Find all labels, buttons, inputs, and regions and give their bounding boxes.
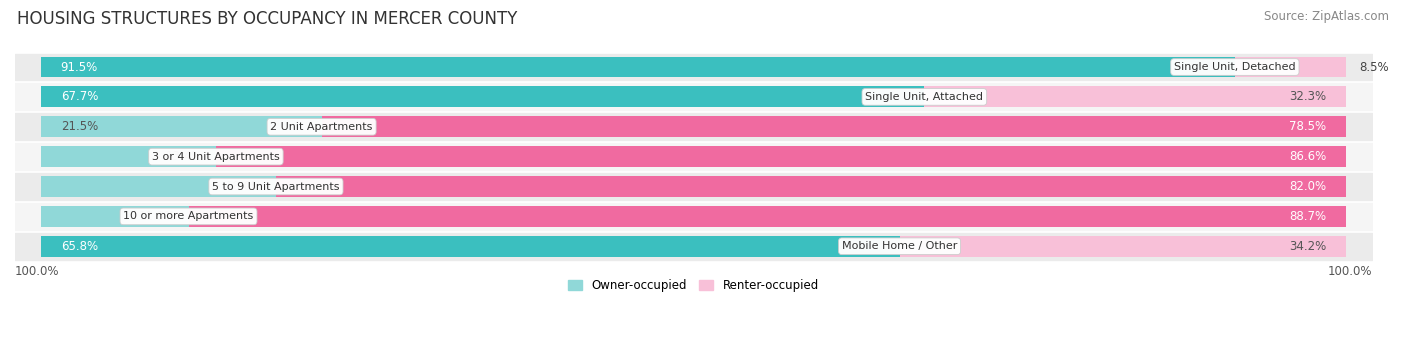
Text: 32.3%: 32.3% [1289, 90, 1326, 103]
Text: 11.3%: 11.3% [138, 210, 176, 223]
Text: Mobile Home / Other: Mobile Home / Other [842, 241, 957, 251]
Text: 65.8%: 65.8% [60, 240, 98, 253]
Bar [217, 146, 1346, 167]
Bar [41, 116, 322, 137]
Text: 13.4%: 13.4% [166, 150, 202, 163]
Text: 88.7%: 88.7% [1289, 210, 1326, 223]
Bar [41, 57, 1234, 77]
Text: 100.0%: 100.0% [1327, 265, 1372, 278]
Text: 100.0%: 100.0% [15, 265, 59, 278]
Text: 5 to 9 Unit Apartments: 5 to 9 Unit Apartments [212, 181, 340, 192]
Text: 67.7%: 67.7% [60, 90, 98, 103]
Text: 2 Unit Apartments: 2 Unit Apartments [270, 122, 373, 132]
Bar [41, 176, 276, 197]
Text: HOUSING STRUCTURES BY OCCUPANCY IN MERCER COUNTY: HOUSING STRUCTURES BY OCCUPANCY IN MERCE… [17, 10, 517, 28]
Bar [900, 236, 1346, 257]
Bar [41, 146, 217, 167]
Bar [41, 206, 188, 227]
Text: 21.5%: 21.5% [60, 120, 98, 133]
Bar [276, 176, 1346, 197]
Bar [41, 86, 924, 107]
Text: 8.5%: 8.5% [1358, 60, 1389, 74]
Text: 78.5%: 78.5% [1289, 120, 1326, 133]
Text: 86.6%: 86.6% [1289, 150, 1326, 163]
Text: 3 or 4 Unit Apartments: 3 or 4 Unit Apartments [152, 152, 280, 162]
Text: Source: ZipAtlas.com: Source: ZipAtlas.com [1264, 10, 1389, 23]
Text: 10 or more Apartments: 10 or more Apartments [124, 211, 253, 221]
Bar [924, 86, 1346, 107]
Bar [1234, 57, 1346, 77]
Text: 34.2%: 34.2% [1289, 240, 1326, 253]
Bar [322, 116, 1346, 137]
Text: Single Unit, Detached: Single Unit, Detached [1174, 62, 1296, 72]
Legend: Owner-occupied, Renter-occupied: Owner-occupied, Renter-occupied [564, 275, 824, 297]
Bar [188, 206, 1346, 227]
Text: 91.5%: 91.5% [60, 60, 98, 74]
Text: 18.0%: 18.0% [226, 180, 263, 193]
Text: 82.0%: 82.0% [1289, 180, 1326, 193]
Text: Single Unit, Attached: Single Unit, Attached [865, 92, 983, 102]
Bar [41, 236, 900, 257]
